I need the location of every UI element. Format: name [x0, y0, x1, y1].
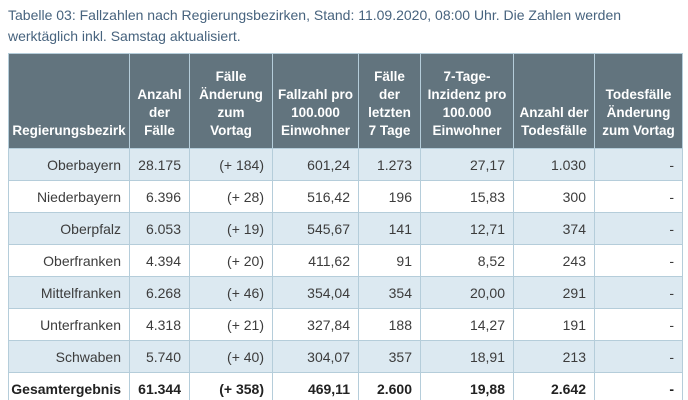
- cell: 14,27: [420, 308, 514, 341]
- cell: 188: [358, 308, 421, 341]
- cell: 6.268: [129, 276, 190, 309]
- cell: 374: [513, 212, 595, 245]
- row-header: Niederbayern: [8, 180, 130, 213]
- cell: 2.600: [358, 372, 421, 400]
- cell: 300: [513, 180, 595, 213]
- cell: 354: [358, 276, 421, 309]
- cell: -: [594, 244, 683, 277]
- column-header-fallzahl-pro-100000: Fallzahl pro 100.000 Einwohner: [272, 53, 359, 149]
- cell: 15,83: [420, 180, 514, 213]
- cell: 291: [513, 276, 595, 309]
- cell: (+ 358): [189, 372, 273, 400]
- cell: 61.344: [129, 372, 190, 400]
- table-header: Regierungsbezirk Anzahl der Fälle Fälle …: [8, 53, 683, 149]
- column-header-faelle-aenderung-vortag: Fälle Änderung zum Vortag: [189, 53, 273, 149]
- cell: 304,07: [272, 340, 359, 373]
- table-row-oberpfalz: Oberpfalz 6.053 (+ 19) 545,67 141 12,71 …: [8, 212, 683, 245]
- table-row-oberbayern: Oberbayern 28.175 (+ 184) 601,24 1.273 2…: [8, 148, 683, 181]
- cell: 469,11: [272, 372, 359, 400]
- table-row-schwaben: Schwaben 5.740 (+ 40) 304,07 357 18,91 2…: [8, 340, 683, 373]
- cell: 243: [513, 244, 595, 277]
- cell: 20,00: [420, 276, 514, 309]
- cell: 19,88: [420, 372, 514, 400]
- cell: 327,84: [272, 308, 359, 341]
- cell: 357: [358, 340, 421, 373]
- cell: 5.740: [129, 340, 190, 373]
- row-header: Oberfranken: [8, 244, 130, 277]
- cell: 6.396: [129, 180, 190, 213]
- cell: 12,71: [420, 212, 514, 245]
- cell: 4.394: [129, 244, 190, 277]
- table-row-gesamtergebnis: Gesamtergebnis 61.344 (+ 358) 469,11 2.6…: [8, 372, 683, 400]
- cell: (+ 21): [189, 308, 273, 341]
- cell: 18,91: [420, 340, 514, 373]
- cell: 1.030: [513, 148, 595, 181]
- cell: 354,04: [272, 276, 359, 309]
- row-header: Schwaben: [8, 340, 130, 373]
- cell: -: [594, 340, 683, 373]
- column-header-regierungsbezirk: Regierungsbezirk: [8, 53, 130, 149]
- cell: (+ 19): [189, 212, 273, 245]
- fallzahlen-table: Regierungsbezirk Anzahl der Fälle Fälle …: [8, 53, 683, 400]
- cell: -: [594, 212, 683, 245]
- header-row: Regierungsbezirk Anzahl der Fälle Fälle …: [8, 53, 683, 149]
- cell: (+ 28): [189, 180, 273, 213]
- table-caption: Tabelle 03: Fallzahlen nach Regierungsbe…: [8, 7, 622, 44]
- table-row-unterfranken: Unterfranken 4.318 (+ 21) 327,84 188 14,…: [8, 308, 683, 341]
- column-header-anzahl-der-faelle: Anzahl der Fälle: [129, 53, 190, 149]
- cell: 28.175: [129, 148, 190, 181]
- cell: 191: [513, 308, 595, 341]
- cell: 411,62: [272, 244, 359, 277]
- cell: 516,42: [272, 180, 359, 213]
- table-row-mittelfranken: Mittelfranken 6.268 (+ 46) 354,04 354 20…: [8, 276, 683, 309]
- cell: 6.053: [129, 212, 190, 245]
- cell: -: [594, 276, 683, 309]
- cell: 4.318: [129, 308, 190, 341]
- cell: 213: [513, 340, 595, 373]
- cell: 196: [358, 180, 421, 213]
- cell: 8,52: [420, 244, 514, 277]
- table-row-oberfranken: Oberfranken 4.394 (+ 20) 411,62 91 8,52 …: [8, 244, 683, 277]
- row-header: Oberbayern: [8, 148, 130, 181]
- cell: 1.273: [358, 148, 421, 181]
- cell: (+ 184): [189, 148, 273, 181]
- column-header-todesfaelle-aenderung-vortag: Todesfälle Änderung zum Vortag: [594, 53, 683, 149]
- cell: 601,24: [272, 148, 359, 181]
- cell: 91: [358, 244, 421, 277]
- cell: -: [594, 148, 683, 181]
- cell: 545,67: [272, 212, 359, 245]
- cell: -: [594, 372, 683, 400]
- column-header-faelle-letzte-7-tage: Fälle der letzten 7 Tage: [358, 53, 421, 149]
- cell: (+ 46): [189, 276, 273, 309]
- cell: 141: [358, 212, 421, 245]
- column-header-7-tage-inzidenz: 7-Tage- Inzidenz pro 100.000 Einwohner: [420, 53, 514, 149]
- cell: -: [594, 180, 683, 213]
- column-header-anzahl-todesfaelle: Anzahl der Todesfälle: [513, 53, 595, 149]
- table-body: Oberbayern 28.175 (+ 184) 601,24 1.273 2…: [8, 148, 683, 400]
- row-header: Unterfranken: [8, 308, 130, 341]
- table-row-niederbayern: Niederbayern 6.396 (+ 28) 516,42 196 15,…: [8, 180, 683, 213]
- cell: 27,17: [420, 148, 514, 181]
- cell: 2.642: [513, 372, 595, 400]
- row-header: Oberpfalz: [8, 212, 130, 245]
- row-header: Mittelfranken: [8, 276, 130, 309]
- cell: -: [594, 308, 683, 341]
- row-header: Gesamtergebnis: [8, 372, 130, 400]
- cell: (+ 40): [189, 340, 273, 373]
- cell: (+ 20): [189, 244, 273, 277]
